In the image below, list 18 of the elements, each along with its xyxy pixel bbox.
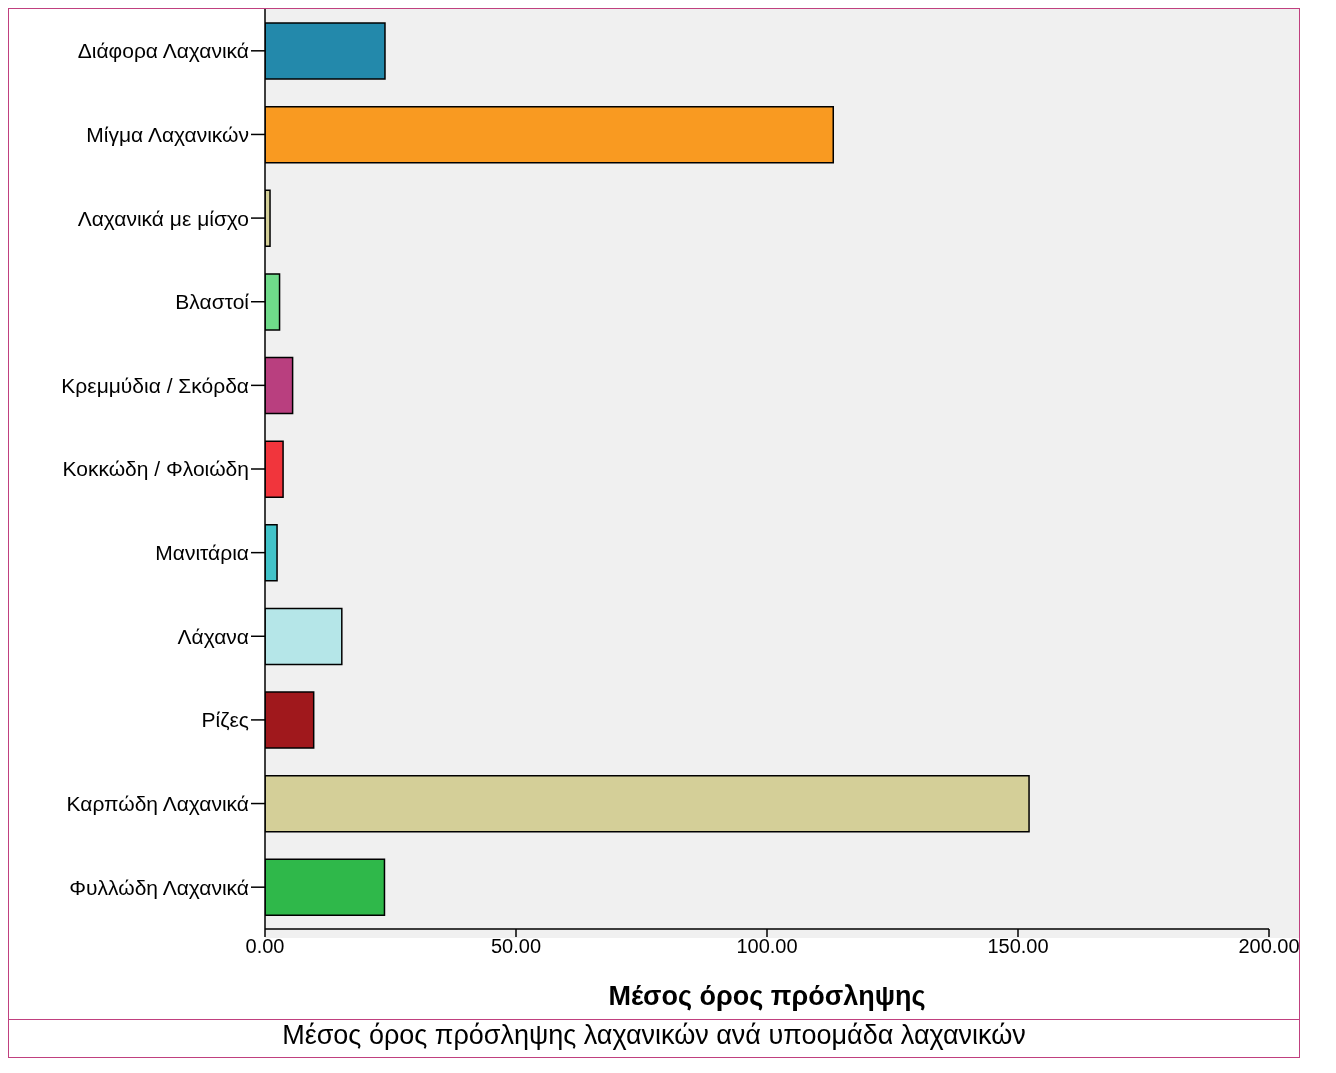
y-tick-label: Ρίζες xyxy=(201,708,249,732)
y-tick-label: Μίγμα Λαχανικών xyxy=(86,122,249,146)
x-tick-label: 50.00 xyxy=(490,935,542,958)
y-tick-label: Καρπώδη Λαχανικά xyxy=(66,792,249,815)
text: Μέσος όρος πρόσληψης λαχανικών ανά υποομάδα λαχανικών xyxy=(281,1020,1027,1051)
x-tick-label: 0.00 xyxy=(245,935,285,958)
x-tick-label: 150.00 xyxy=(987,935,1049,958)
x-tick-label: 200.00 xyxy=(1238,935,1300,958)
x-tick-label: 100.00 xyxy=(736,935,798,958)
y-tick-label: Κοκκώδη / Φλοιώδη xyxy=(62,457,249,481)
y-tick-label: Κρεμμύδια / Σκόρδα xyxy=(61,373,249,397)
y-tick-label: Διάφορα Λαχανικά xyxy=(77,39,249,63)
y-tick-label: Λαχανικά με μίσχο xyxy=(77,206,249,230)
y-tick-label: Βλαστοί xyxy=(175,290,250,314)
y-tick-label: Φυλλώδη Λαχανικά xyxy=(69,875,249,899)
x-axis-title: Μέσος όρος πρόσληψης xyxy=(608,981,926,1011)
y-tick-label: Μανιτάρια xyxy=(155,541,249,565)
y-tick-label: Λάχανα xyxy=(177,624,249,648)
